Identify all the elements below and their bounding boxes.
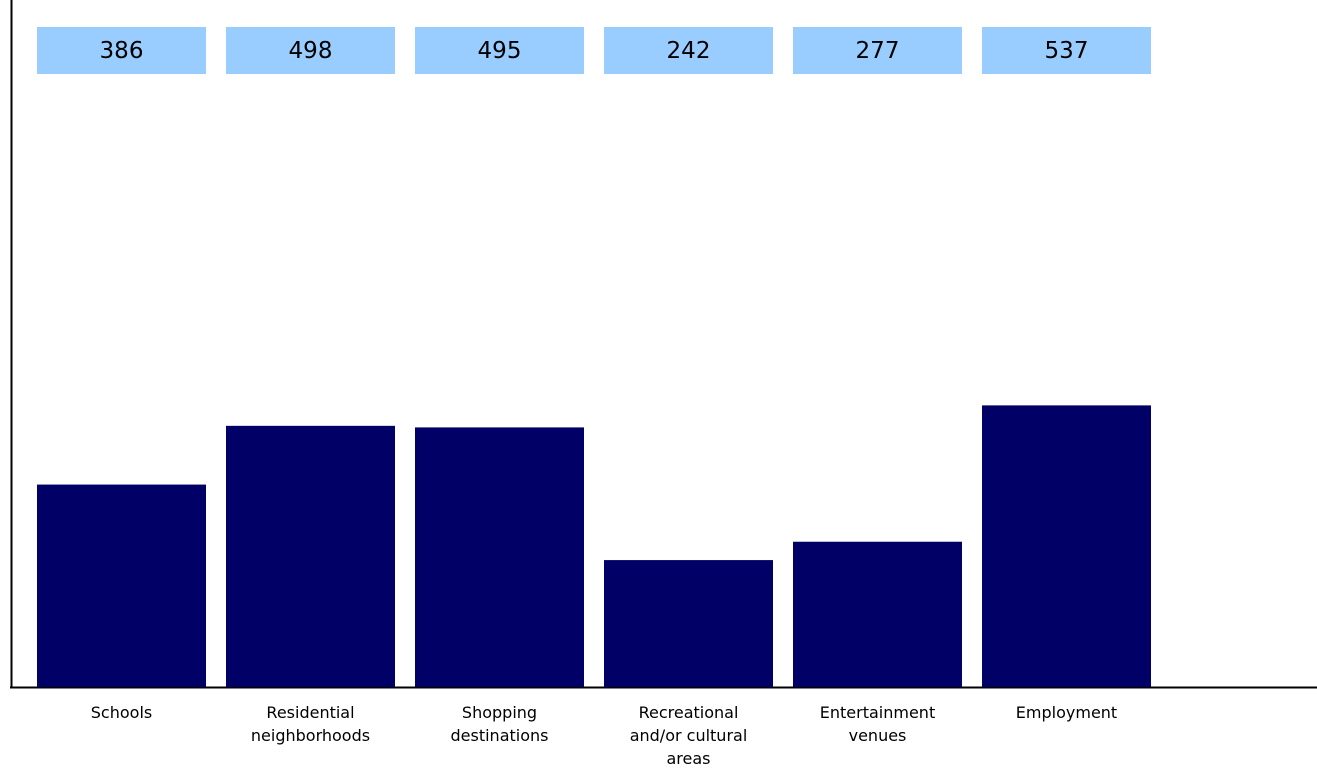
value-label: 537 (982, 27, 1151, 74)
bar (415, 427, 584, 687)
bar (982, 405, 1151, 687)
value-label: 242 (604, 27, 773, 74)
bar (37, 484, 206, 687)
x-tick-label: Employment (1015, 703, 1118, 722)
x-tick-label: Recreational and/or cultural areas (629, 703, 748, 768)
x-tick-label: Residential neighborhoods (250, 703, 371, 745)
value-label: 386 (37, 27, 206, 74)
value-label: 495 (415, 27, 584, 74)
x-tick-label: Shopping destinations (450, 703, 549, 745)
value-label: 277 (793, 27, 962, 74)
bar (793, 541, 962, 687)
bar (226, 425, 395, 687)
value-label: 498 (226, 27, 395, 74)
bar (604, 560, 773, 687)
x-tick-label: Schools (90, 703, 153, 722)
x-tick-label: Entertainment venues (819, 703, 936, 745)
